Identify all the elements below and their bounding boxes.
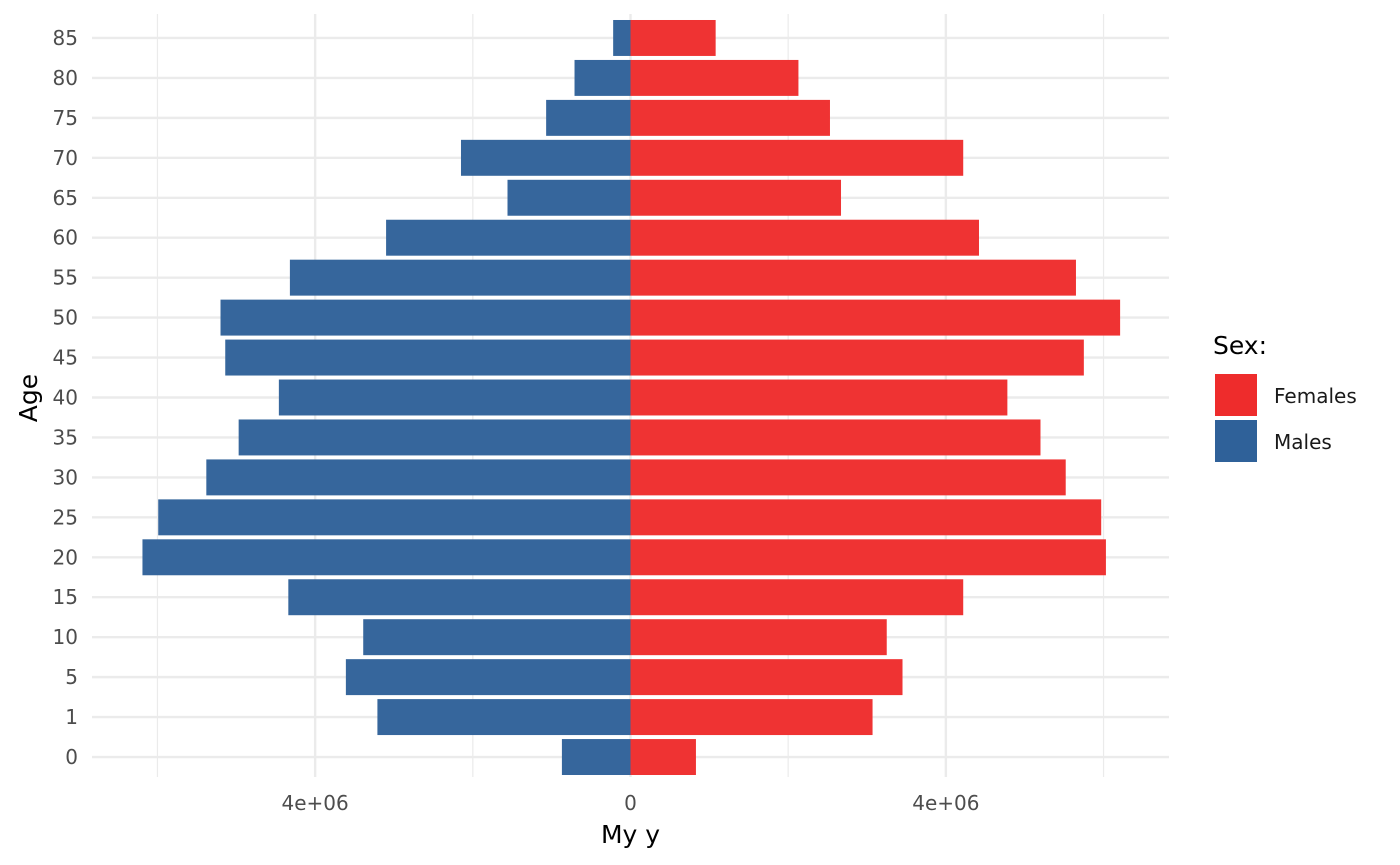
bar-males-70 [460,139,631,176]
y-tick-label: 70 [53,146,78,170]
bar-males-5 [345,659,631,696]
bar-males-60 [386,219,631,256]
bar-males-80 [574,59,631,96]
bar-males-15 [288,579,631,616]
bar-females-50 [630,299,1121,336]
legend-swatch-males [1215,420,1257,462]
bar-females-40 [630,379,1008,416]
y-tick-label: 15 [53,585,78,609]
bar-males-35 [238,419,631,456]
legend-title: Sex: [1213,331,1267,360]
bar-females-20 [630,539,1106,576]
legend-swatch-females [1215,374,1257,416]
bar-males-65 [507,179,631,216]
bar-females-60 [630,219,979,256]
bar-females-0 [630,739,696,776]
y-tick-label: 30 [53,465,78,489]
bar-females-10 [630,619,887,656]
bar-females-35 [630,419,1041,456]
y-tick-label: 20 [53,545,78,569]
bar-females-45 [630,339,1084,376]
bar-females-85 [630,19,716,56]
legend-label-males: Males [1274,430,1332,454]
x-tick-label: 4e+06 [282,791,349,815]
y-tick-label: 45 [53,346,78,370]
bar-females-75 [630,99,830,136]
bar-males-30 [206,459,631,496]
bar-males-85 [613,19,631,56]
y-axis-title: Age [14,374,43,422]
y-tick-label: 60 [53,226,78,250]
y-tick-label: 25 [53,505,78,529]
bar-females-5 [630,659,903,696]
bar-males-75 [546,99,631,136]
y-tick-label: 75 [53,106,78,130]
bar-males-25 [158,499,631,536]
bar-males-1 [377,699,631,736]
y-tick-label: 85 [53,26,78,50]
y-tick-label: 0 [65,745,78,769]
y-tick-label: 40 [53,386,78,410]
bar-males-20 [142,539,631,576]
bar-males-10 [363,619,631,656]
y-tick-label: 55 [53,266,78,290]
bars [142,19,1121,776]
y-tick-label: 80 [53,66,78,90]
bar-females-15 [630,579,964,616]
x-tick-label: 4e+06 [912,791,979,815]
y-tick-label: 35 [53,425,78,449]
bar-males-50 [220,299,631,336]
bar-females-65 [630,179,842,216]
y-tick-label: 5 [65,665,78,689]
bar-males-55 [289,259,631,296]
x-axis-title: My y [601,820,660,849]
bar-females-25 [630,499,1102,536]
x-axis-ticks: 4e+06 0 4e+06 [282,791,980,815]
legend-label-females: Females [1274,384,1357,408]
bar-females-70 [630,139,964,176]
bar-males-40 [278,379,631,416]
y-tick-label: 10 [53,625,78,649]
y-tick-label: 65 [53,186,78,210]
bar-males-0 [561,739,631,776]
bar-females-30 [630,459,1066,496]
bar-females-1 [630,699,873,736]
bar-females-55 [630,259,1076,296]
bar-females-80 [630,59,799,96]
y-tick-label: 1 [65,705,78,729]
bar-males-45 [225,339,631,376]
x-tick-label: 0 [624,791,637,815]
y-tick-label: 50 [53,306,78,330]
legend: Sex: Females Males [1213,331,1357,462]
